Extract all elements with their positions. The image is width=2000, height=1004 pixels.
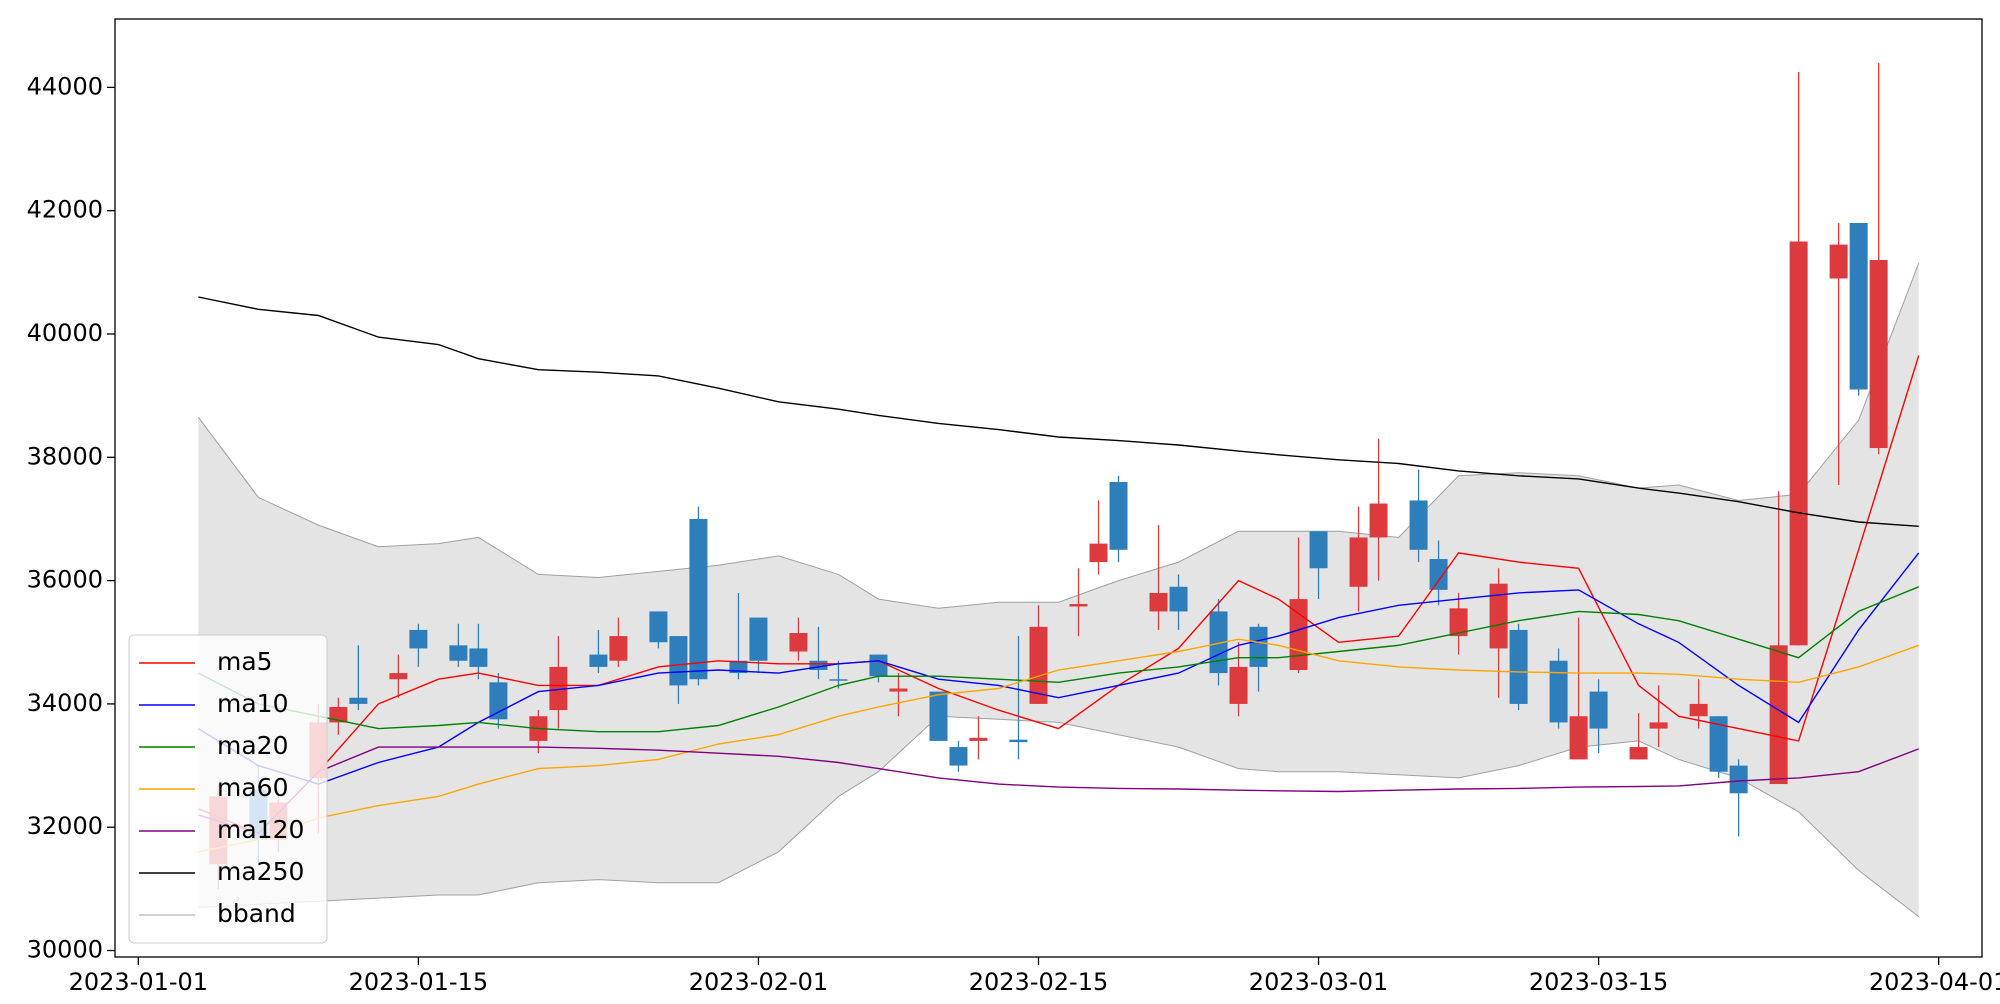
candle-body	[1589, 691, 1608, 729]
legend-label: ma120	[217, 815, 304, 844]
legend-label: ma60	[217, 773, 288, 802]
legend-label: ma250	[217, 857, 304, 886]
candle-body	[1709, 716, 1728, 772]
y-tick-label: 30000	[27, 936, 103, 964]
x-tick-label: 2023-01-01	[69, 968, 208, 996]
x-tick-label: 2023-04-01	[1869, 968, 2000, 996]
candle-body	[789, 633, 808, 652]
y-tick-label: 32000	[27, 812, 103, 840]
legend-label: bband	[217, 899, 296, 928]
candle-body	[589, 654, 608, 667]
bband-area	[198, 263, 1919, 917]
candle-body	[1009, 739, 1028, 743]
candle-body	[349, 697, 368, 704]
x-tick-label: 2023-01-15	[349, 968, 488, 996]
ma-line	[198, 355, 1920, 835]
plot-frame	[114, 18, 1983, 958]
candle-body	[1569, 716, 1588, 760]
candle-body	[1109, 481, 1128, 550]
candle-body	[1549, 660, 1568, 723]
legend-label: ma10	[217, 689, 288, 718]
ma-line	[198, 746, 1919, 835]
candle-body	[1429, 559, 1448, 590]
y-tick-label: 38000	[27, 442, 103, 470]
candle-body	[489, 682, 508, 720]
candle-body	[409, 629, 428, 649]
y-tick-label: 44000	[27, 72, 103, 100]
candle-body	[449, 645, 468, 661]
legend-box	[128, 634, 328, 944]
legend-label: ma20	[217, 731, 288, 760]
candle-body	[749, 617, 768, 661]
candle-body	[1509, 629, 1528, 704]
candle-body	[389, 673, 408, 680]
candle-body	[1689, 703, 1708, 717]
candle-body	[1249, 626, 1268, 667]
x-tick-label: 2023-03-01	[1249, 968, 1388, 996]
candle-body	[1769, 645, 1788, 785]
candle-body	[1229, 666, 1248, 704]
x-tick-label: 2023-02-01	[689, 968, 828, 996]
candle-body	[1089, 543, 1108, 563]
legend-label: ma5	[217, 647, 273, 676]
x-tick-label: 2023-02-15	[969, 968, 1108, 996]
candle-body	[1069, 604, 1088, 607]
candle-body	[869, 654, 888, 677]
candle-body	[1489, 583, 1508, 649]
candle-body	[469, 648, 488, 667]
candle-body	[1789, 241, 1808, 646]
ma-line	[197, 586, 1919, 733]
candle-body	[1449, 608, 1468, 637]
candle-body	[549, 666, 568, 711]
y-tick-label: 36000	[27, 566, 103, 594]
candle-body	[1169, 586, 1188, 612]
candle-body	[609, 636, 628, 661]
candle-body	[1869, 260, 1888, 449]
candle-body	[649, 611, 668, 643]
candle-body	[729, 660, 748, 674]
candle-body	[1649, 722, 1668, 729]
candle-body	[689, 518, 708, 680]
candle-body	[1209, 611, 1228, 674]
legend: ma5 ma10 ma20 ma60 ma120 ma250 bband	[128, 634, 328, 944]
y-tick-label: 34000	[27, 689, 103, 717]
candle-body	[929, 691, 948, 741]
candle-body	[1349, 537, 1368, 587]
candle-body	[889, 688, 908, 692]
ma-line	[198, 296, 1919, 527]
candle-body	[1829, 244, 1848, 279]
candle-body	[1309, 531, 1328, 569]
candle-body	[1849, 223, 1868, 390]
candle-body	[969, 737, 988, 741]
candle-body	[1409, 500, 1428, 550]
candle-body	[1149, 592, 1168, 612]
y-tick-label: 42000	[27, 196, 103, 224]
candle-body	[1729, 765, 1748, 794]
y-tick-label: 40000	[27, 319, 103, 347]
candle-body	[949, 747, 968, 766]
plot-area	[197, 62, 1920, 917]
candle-body	[1029, 626, 1048, 704]
candle-body	[329, 706, 348, 723]
candle-body	[829, 679, 848, 681]
candle-body	[1629, 747, 1648, 760]
candle-body	[669, 636, 688, 686]
ma-line	[198, 638, 1919, 853]
candle-body	[1369, 503, 1388, 538]
x-tick-label: 2023-03-15	[1529, 968, 1668, 996]
candle-body	[809, 660, 828, 671]
